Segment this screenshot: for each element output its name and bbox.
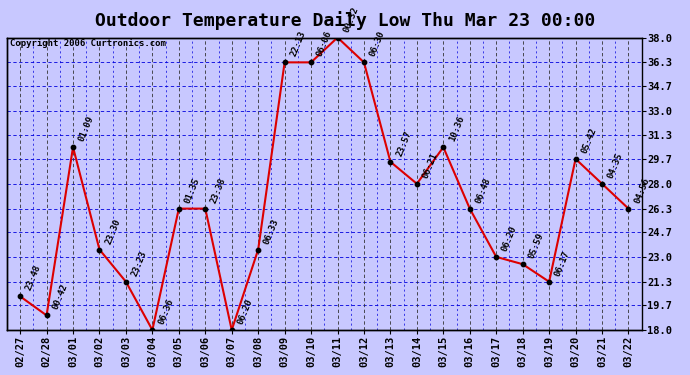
Point [121,279,132,285]
Point [544,279,555,285]
Point [597,181,608,187]
Point [94,247,105,253]
Text: 00:32: 00:32 [342,5,360,33]
Point [68,144,79,150]
Point [279,59,290,65]
Point [359,59,370,65]
Text: 01:35: 01:35 [183,176,201,204]
Text: 23:38: 23:38 [210,176,228,204]
Point [411,181,422,187]
Text: 06:36: 06:36 [157,297,175,326]
Point [41,312,52,318]
Text: 23:48: 23:48 [24,264,43,292]
Point [200,206,211,212]
Point [306,59,317,65]
Point [385,159,396,165]
Text: 10:36: 10:36 [448,115,466,143]
Point [147,327,158,333]
Point [518,261,529,267]
Text: 00:42: 00:42 [51,283,69,311]
Text: 06:33: 06:33 [262,217,281,245]
Text: 06:21: 06:21 [421,151,440,180]
Point [173,206,184,212]
Text: 06:48: 06:48 [474,176,493,204]
Text: 06:17: 06:17 [553,249,572,278]
Point [226,327,237,333]
Point [438,144,449,150]
Point [332,34,343,40]
Text: 23:23: 23:23 [130,249,148,278]
Point [14,293,26,299]
Text: Copyright 2006 Curtronics.com: Copyright 2006 Curtronics.com [10,39,166,48]
Text: 05:42: 05:42 [580,126,598,155]
Point [464,206,475,212]
Point [570,156,581,162]
Text: 23:57: 23:57 [395,129,413,158]
Text: 22:13: 22:13 [289,30,307,58]
Text: 04:35: 04:35 [607,151,624,180]
Text: 04:56: 04:56 [633,176,651,204]
Point [491,254,502,260]
Text: 06:06: 06:06 [315,30,334,58]
Text: 23:30: 23:30 [104,217,122,245]
Text: Outdoor Temperature Daily Low Thu Mar 23 00:00: Outdoor Temperature Daily Low Thu Mar 23… [95,11,595,30]
Text: 06:30: 06:30 [368,30,386,58]
Text: 01:09: 01:09 [77,115,96,143]
Point [623,206,634,212]
Text: 06:20: 06:20 [236,297,255,326]
Text: 06:20: 06:20 [500,224,519,253]
Text: 05:59: 05:59 [527,232,545,260]
Point [253,247,264,253]
